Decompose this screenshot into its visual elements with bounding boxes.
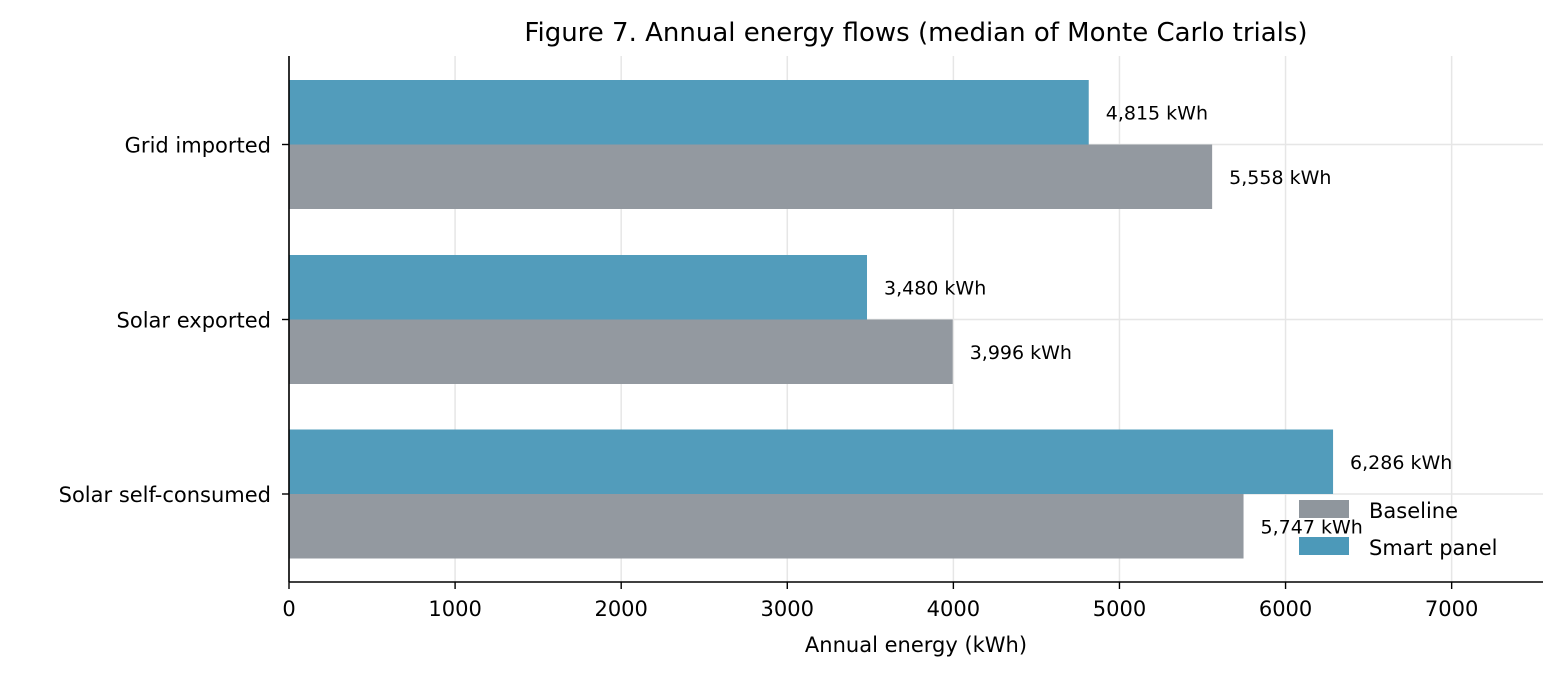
x-tick-label: 5000 (1093, 597, 1146, 621)
y-tick-label: Solar exported (117, 309, 271, 333)
legend-swatch (1299, 500, 1349, 518)
chart-title: Figure 7. Annual energy flows (median of… (524, 18, 1307, 48)
legend-swatch (1299, 537, 1349, 555)
ticks-group: 0 1000 2000 3000 4000 5000 6000 7000 Grid import… (59, 134, 1479, 622)
bar-smart-panel (289, 255, 868, 320)
legend: Baseline Smart panel (1299, 499, 1497, 560)
x-tick-label: 6000 (1259, 597, 1312, 621)
x-tick-label: 7000 (1425, 597, 1478, 621)
x-tick-label: 2000 (594, 597, 647, 621)
bar-baseline (289, 319, 953, 384)
data-label-smart-panel: 3,480 kWh (884, 277, 986, 299)
bar-smart-panel (289, 429, 1334, 494)
x-tick-label: 4000 (927, 597, 980, 621)
bars-group (289, 80, 1334, 559)
legend-label: Smart panel (1369, 536, 1497, 560)
data-label-smart-panel: 6,286 kWh (1350, 452, 1452, 474)
data-label-baseline: 5,747 kWh (1261, 516, 1363, 538)
x-tick-label: 1000 (428, 597, 481, 621)
data-label-baseline: 5,558 kWh (1229, 167, 1331, 189)
y-tick-label: Grid imported (125, 134, 271, 158)
x-tick-label: 3000 (761, 597, 814, 621)
data-label-baseline: 3,996 kWh (970, 342, 1072, 364)
bar-baseline (289, 494, 1244, 559)
x-axis-label: Annual energy (kWh) (805, 633, 1027, 657)
legend-label: Baseline (1369, 499, 1458, 523)
data-label-smart-panel: 4,815 kWh (1106, 102, 1208, 124)
y-tick-label: Solar self-consumed (59, 483, 271, 507)
bar-smart-panel (289, 80, 1089, 145)
x-tick-label: 0 (282, 597, 295, 621)
value-labels-group: 4,815 kWh 5,558 kWh 3,480 kWh 3,996 kWh 6,28… (884, 102, 1452, 538)
bar-baseline (289, 144, 1213, 209)
